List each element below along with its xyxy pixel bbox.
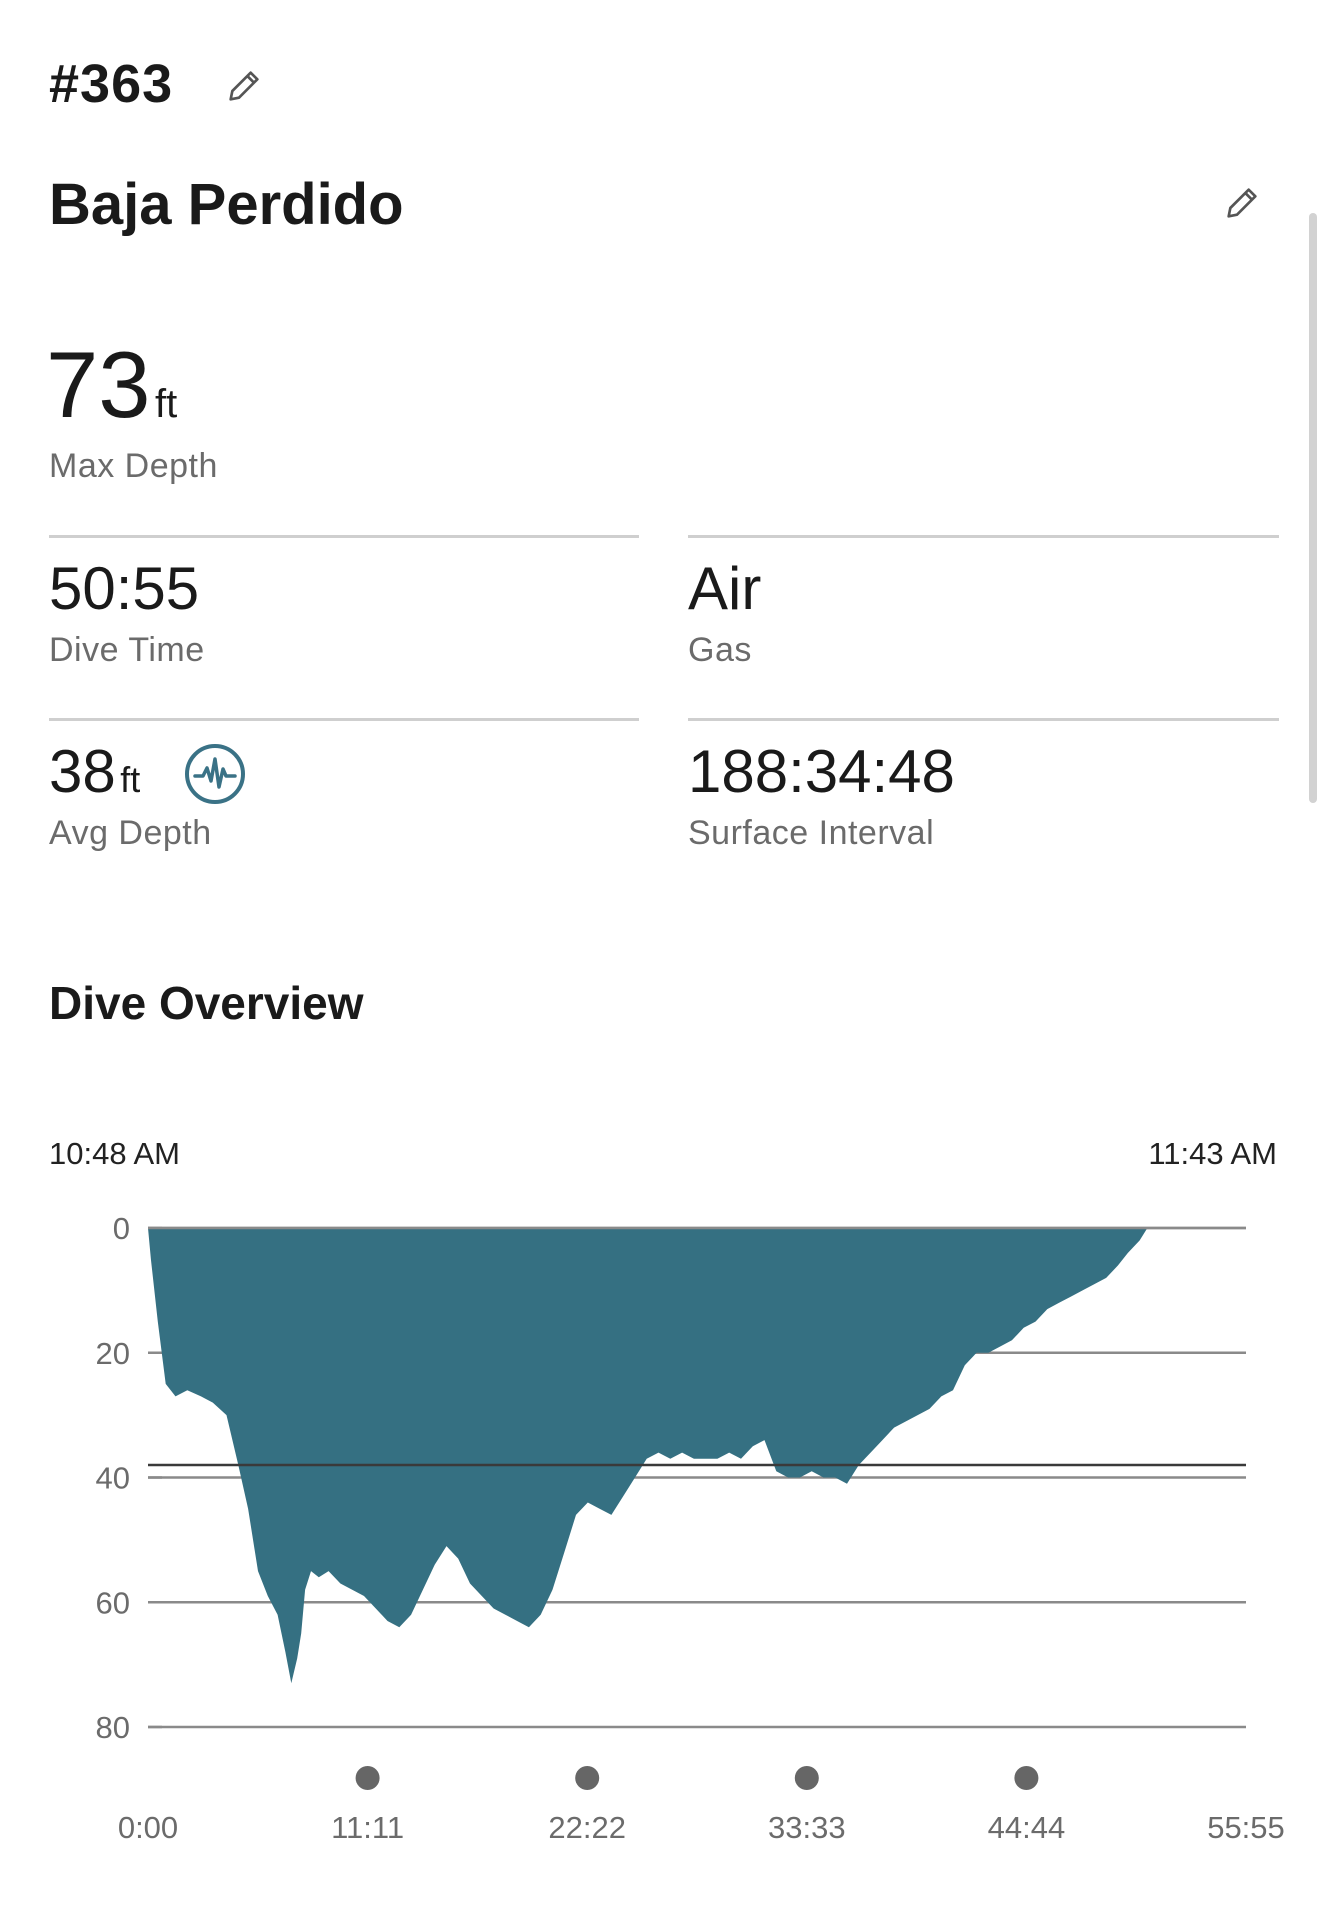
y-tick-label: 0 (113, 1211, 130, 1246)
depth-profile-area (148, 1228, 1150, 1684)
time-marker (1014, 1766, 1039, 1790)
gas-value: Air (688, 555, 762, 622)
dive-overview-title: Dive Overview (49, 977, 364, 1029)
dive-profile-chart[interactable]: 0 20 40 60 80 0:00 11:11 22:22 33:33 44:44 55:55 (0, 1190, 1320, 1860)
avg-depth-unit: ft (120, 759, 141, 800)
avg-depth-value-group: 38 ft (49, 738, 140, 806)
max-depth-value-group: 73 ft (46, 335, 177, 435)
surface-interval-value: 188:34:48 (688, 738, 955, 805)
x-tick-label: 0:00 (118, 1810, 178, 1845)
time-marker (575, 1766, 600, 1790)
start-time-label: 10:48 AM (49, 1136, 180, 1171)
x-tick-label: 33:33 (768, 1810, 846, 1845)
x-tick-label: 22:22 (548, 1810, 626, 1845)
y-tick-label: 80 (96, 1710, 130, 1745)
dive-time-label: Dive Time (49, 631, 205, 669)
max-depth-value: 73 (46, 332, 151, 437)
avg-depth-label: Avg Depth (49, 814, 212, 852)
pencil-icon (1227, 188, 1257, 218)
x-tick-label: 55:55 (1207, 1810, 1285, 1845)
divider (49, 718, 639, 721)
scrollbar[interactable] (1309, 213, 1317, 803)
end-time-label: 11:43 AM (1148, 1136, 1277, 1171)
divider (49, 535, 639, 538)
dive-time-value: 50:55 (49, 555, 200, 622)
avg-depth-value: 38 (49, 738, 116, 805)
divider (688, 535, 1279, 538)
y-tick-label: 20 (96, 1336, 130, 1371)
divider (688, 718, 1279, 721)
avg-depth-info-button[interactable] (184, 743, 246, 805)
gas-label: Gas (688, 631, 752, 669)
max-depth-unit: ft (155, 382, 178, 426)
time-marker (355, 1766, 380, 1790)
edit-dive-site-button[interactable] (1222, 183, 1262, 223)
surface-interval-label: Surface Interval (688, 814, 935, 852)
y-tick-label: 40 (96, 1461, 130, 1496)
time-marker (794, 1766, 819, 1790)
max-depth-label: Max Depth (49, 447, 218, 485)
dive-site-name: Baja Perdido (49, 172, 404, 237)
pencil-icon (229, 71, 259, 101)
y-tick-label: 60 (96, 1585, 130, 1620)
x-tick-label: 11:11 (331, 1810, 404, 1845)
dive-number: #363 (49, 54, 174, 114)
waveform-icon (185, 744, 245, 804)
edit-dive-number-button[interactable] (224, 66, 264, 106)
x-tick-label: 44:44 (988, 1810, 1066, 1845)
